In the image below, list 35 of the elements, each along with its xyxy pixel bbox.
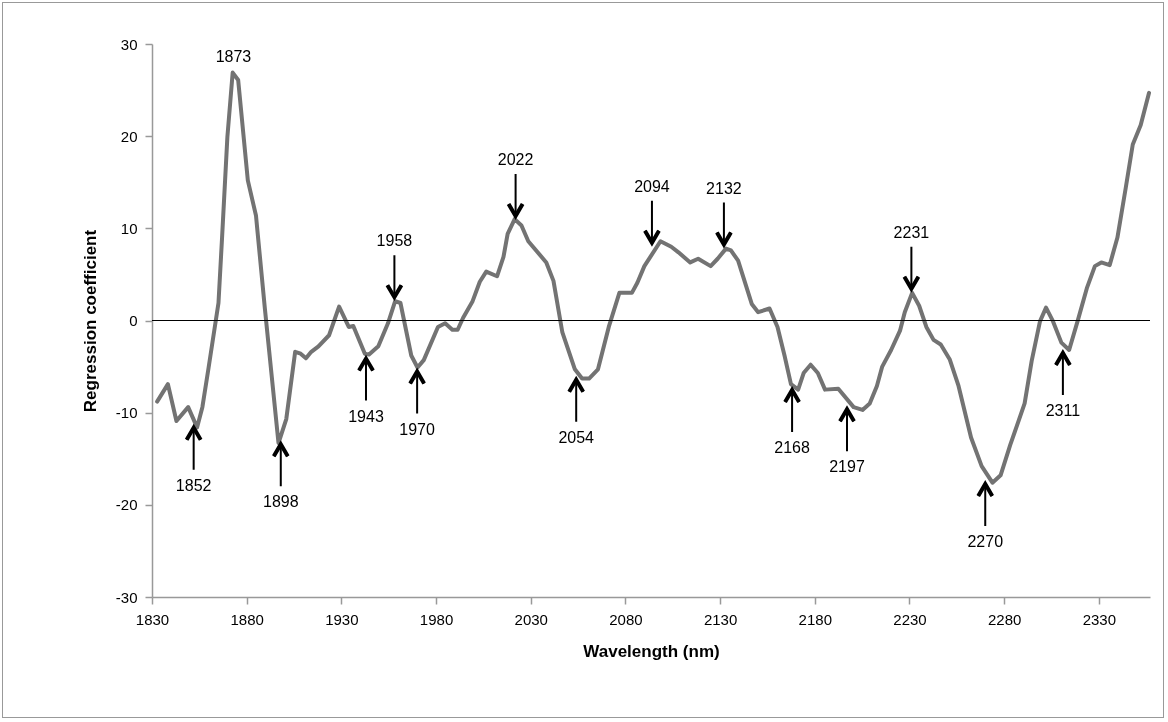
x-tick-label: 1830 <box>135 610 170 628</box>
y-tick-label: 10 <box>120 219 138 237</box>
y-tick-label: 0 <box>129 312 138 329</box>
annotation: 2094 <box>634 177 670 195</box>
x-tick-label: 2130 <box>703 610 738 628</box>
annotation: 1970 <box>399 420 436 438</box>
annotation: 1852 <box>175 476 212 494</box>
x-axis-title: Wavelength (nm) <box>583 641 720 661</box>
x-tick-label: 1880 <box>230 610 264 628</box>
annotation: 2231 <box>893 223 930 241</box>
y-tick-label: -10 <box>115 404 138 422</box>
x-tick-label: 2080 <box>609 610 643 628</box>
annotation: 2197 <box>829 458 865 476</box>
x-tick-label: 2230 <box>893 610 927 628</box>
x-tick-label: 1930 <box>325 610 359 628</box>
annotation: 2311 <box>1045 402 1081 420</box>
annotation: 2022 <box>497 151 534 169</box>
annotation: 1898 <box>262 493 299 511</box>
x-tick-label: 2330 <box>1082 610 1117 628</box>
annotation: 2054 <box>558 428 595 446</box>
annotation: 1873 <box>215 47 252 65</box>
x-tick-label: 2280 <box>987 610 1022 628</box>
y-tick-label: -30 <box>115 588 138 606</box>
y-tick-label: 20 <box>120 127 138 145</box>
annotation: 2270 <box>967 532 1004 550</box>
annotation: 2168 <box>774 438 810 456</box>
annotation: 1958 <box>376 232 413 250</box>
y-axis-title: Regression coefficient <box>80 229 100 413</box>
x-tick-label: 1980 <box>419 610 454 628</box>
y-tick-label: -20 <box>115 496 138 514</box>
annotation: 1943 <box>348 407 384 425</box>
y-tick-label: 30 <box>120 35 138 53</box>
annotation: 2132 <box>706 179 742 197</box>
x-tick-label: 2030 <box>514 610 548 628</box>
x-tick-label: 2180 <box>798 610 832 628</box>
